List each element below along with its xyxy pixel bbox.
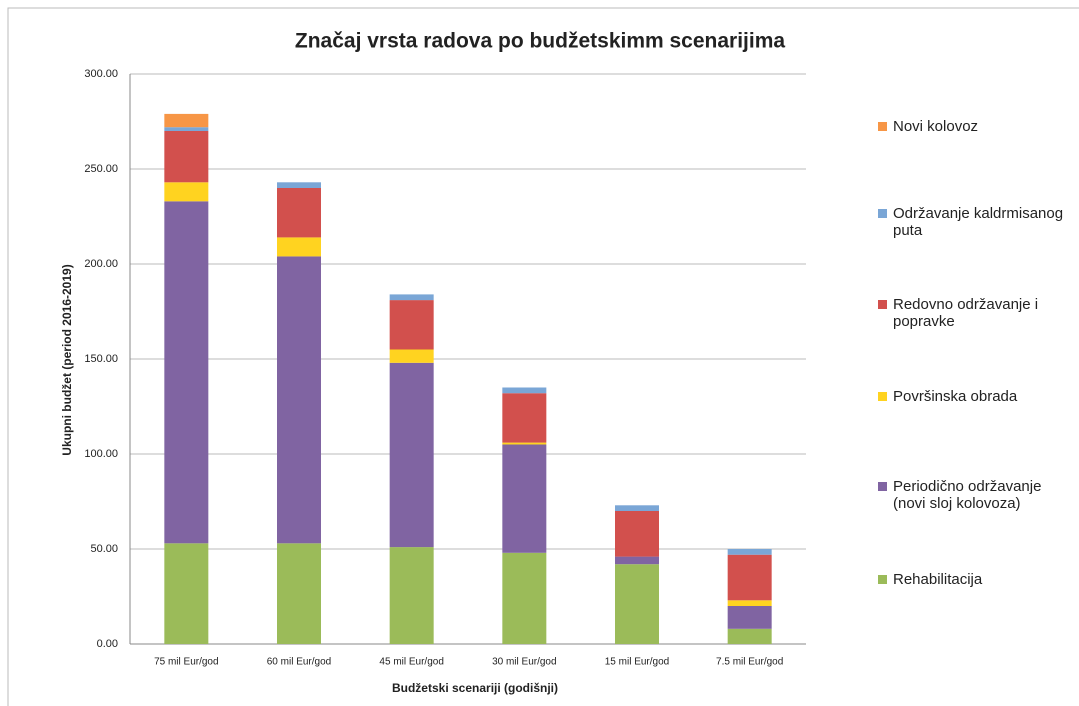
bar-segment	[164, 182, 209, 202]
legend-swatch	[878, 482, 887, 491]
bar-segment	[727, 600, 772, 606]
legend-swatch	[878, 575, 887, 584]
x-tick-label: 15 mil Eur/god	[605, 657, 669, 668]
bar-segment	[277, 256, 321, 544]
x-tick-label: 60 mil Eur/god	[267, 657, 331, 668]
bar-segment	[389, 300, 434, 350]
x-tick-label: 75 mil Eur/god	[154, 657, 218, 668]
legend-swatch	[878, 392, 887, 401]
legend-item: Površinska obrada	[878, 388, 1068, 405]
bar-segment	[164, 113, 209, 128]
legend-label: Površinska obrada	[893, 388, 1018, 405]
y-tick-label: 100.00	[84, 448, 118, 460]
bar-segment	[389, 349, 434, 363]
y-tick-label: 0.00	[97, 638, 118, 650]
legend-swatch	[878, 300, 887, 309]
bar-segment	[277, 188, 321, 238]
bar-segment	[615, 511, 659, 557]
bar-segment	[727, 628, 772, 644]
legend-swatch	[878, 209, 887, 218]
bar-segment	[164, 543, 209, 644]
legend-swatch	[878, 122, 887, 131]
chart-title: Značaj vrsta radova po budžetskimm scena…	[295, 30, 786, 53]
x-tick-label: 7.5 mil Eur/god	[716, 657, 783, 668]
bar-segment	[615, 556, 659, 565]
bar-segment	[502, 393, 547, 443]
legend-item: Održavanje kaldrmisanog puta	[878, 205, 1068, 239]
legend-label: Rehabilitacija	[893, 571, 983, 588]
y-tick-label: 250.00	[84, 163, 118, 175]
x-tick-label: 30 mil Eur/god	[492, 657, 556, 668]
x-axis-label: Budžetski scenariji (godišnji)	[392, 681, 558, 695]
legend-item: Redovno održavanje i popravke	[878, 296, 1068, 330]
bar-segment	[389, 362, 434, 548]
bar-segment	[277, 543, 321, 644]
legend-label: Redovno održavanje i popravke	[893, 296, 1039, 330]
bar-segment	[502, 387, 547, 394]
bar-segment	[502, 444, 547, 553]
bar-segment	[164, 131, 209, 183]
x-tick-label: 45 mil Eur/god	[379, 657, 443, 668]
bar-segment	[164, 201, 209, 544]
legend-item: Periodično održavanje (novi sloj kolovoz…	[878, 478, 1068, 512]
y-tick-label: 200.00	[84, 258, 118, 270]
legend-label: Periodično održavanje (novi sloj kolovoz…	[893, 478, 1042, 512]
bar-segment	[615, 505, 659, 511]
bar-segment	[164, 127, 209, 131]
bar-segment	[727, 549, 772, 555]
y-axis-label: Ukupni budžet (period 2016-2019)	[60, 264, 74, 455]
legend-label: Novi kolovoz	[893, 118, 979, 135]
bar-segment	[389, 294, 434, 301]
bar-segment	[502, 552, 547, 644]
bar-segment	[277, 182, 321, 188]
y-tick-label: 300.00	[84, 68, 118, 80]
bar-segment	[727, 606, 772, 629]
legend-item: Novi kolovoz	[878, 118, 1068, 135]
bar-segment	[502, 442, 547, 445]
legend-item: Rehabilitacija	[878, 571, 1068, 588]
bar-segment	[389, 547, 434, 644]
y-tick-label: 50.00	[90, 543, 118, 555]
frame	[7, 7, 1079, 706]
bar-segment	[277, 237, 321, 257]
bar-segment	[615, 564, 659, 644]
y-tick-label: 150.00	[84, 353, 118, 365]
bar-segment	[727, 554, 772, 601]
legend-label: Održavanje kaldrmisanog puta	[893, 205, 1064, 239]
